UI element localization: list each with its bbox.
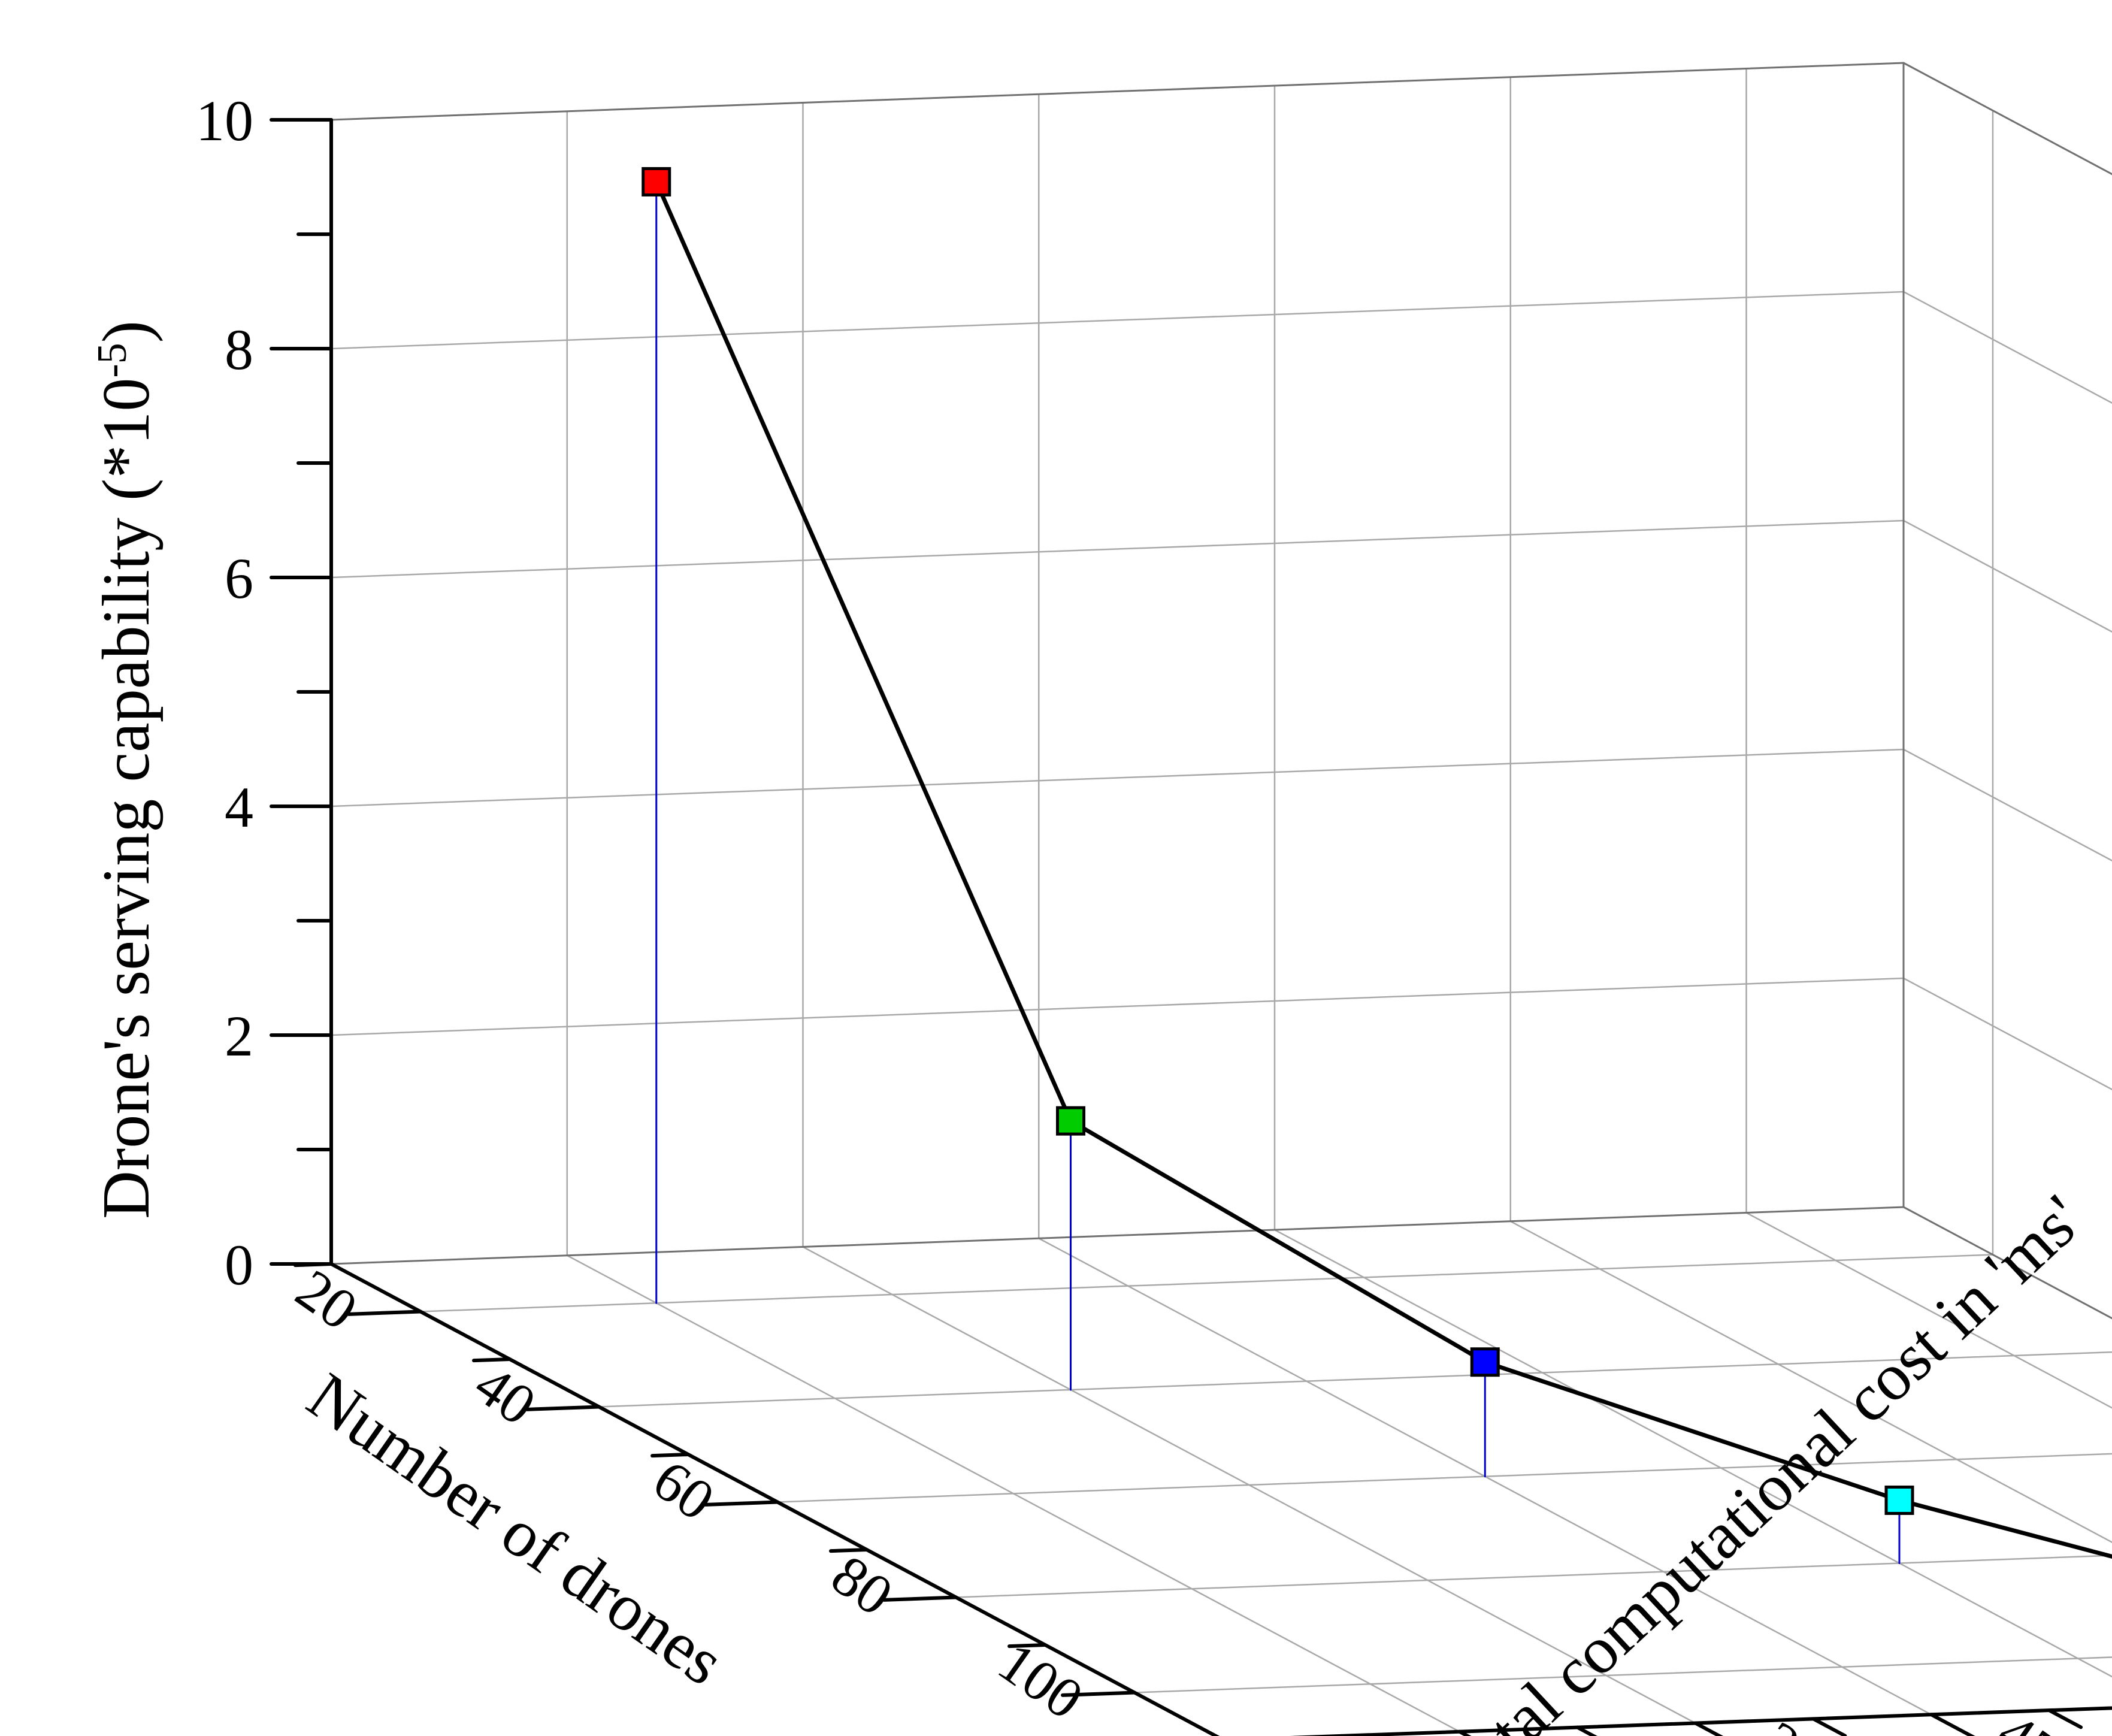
z-tick-label: 2 xyxy=(225,1004,253,1068)
data-point-marker xyxy=(1884,1485,1914,1515)
x-tick-label: 20 xyxy=(285,1257,369,1342)
x-tick-label: 100 xyxy=(987,1629,1094,1731)
z-tick-label: 6 xyxy=(225,546,253,610)
x-tick-minor xyxy=(829,1548,869,1553)
box-frame-edge xyxy=(1902,1206,2112,1320)
z-tick-label: 0 xyxy=(225,1233,253,1297)
y-axis-line xyxy=(1290,1706,2112,1736)
x-tick-minor xyxy=(1007,1643,1047,1649)
x-tick-minor xyxy=(472,1357,512,1363)
box-frame-edge xyxy=(330,62,1905,121)
grid-line-backwall-x-z xyxy=(330,977,1905,1036)
x-tick-label: 80 xyxy=(821,1543,904,1628)
grid-line-floor-x xyxy=(598,1351,2112,1408)
y-tick-minor xyxy=(1811,1717,1847,1736)
grid-line-backwall-y-z xyxy=(1902,62,2112,176)
grid-line-backwall-y-z xyxy=(1902,291,2112,404)
x-tick-major xyxy=(525,1405,601,1411)
z-axis-title-close: ) xyxy=(89,320,164,343)
grid-line-floor-x xyxy=(776,1453,2112,1503)
x-tick-major xyxy=(347,1309,422,1316)
grid-line-floor-x xyxy=(419,1254,1994,1312)
grid-line-backwall-y-z xyxy=(1902,977,2112,1091)
y-tick-label: 450 xyxy=(1986,1700,2093,1736)
data-point-marker xyxy=(1470,1347,1500,1377)
grid-line-floor-y xyxy=(1509,1220,2112,1543)
grid-line-floor-y xyxy=(1273,1229,2112,1678)
z-axis-title-exponent: -5 xyxy=(89,343,135,377)
x-tick-minor xyxy=(293,1262,333,1268)
y-tick-minor xyxy=(2047,1708,2083,1729)
grid-line-backwall-x-z xyxy=(330,291,1905,350)
grid-line-floor-y xyxy=(566,1254,1460,1732)
data-point-marker xyxy=(1056,1106,1085,1136)
z-axis-title: Drone's serving capability (*10-5) xyxy=(89,320,164,1219)
x-tick-major xyxy=(882,1595,958,1602)
grid-layer xyxy=(330,62,2112,1732)
z-tick-label: 8 xyxy=(225,317,253,382)
grid-line-floor-y xyxy=(802,1246,1696,1724)
x-tick-major xyxy=(704,1500,779,1507)
x-tick-label: 40 xyxy=(464,1352,547,1438)
data-point-marker xyxy=(642,167,671,196)
x-tick-major xyxy=(1061,1690,1136,1697)
z-axis-title-main: Drone's serving capability (*10 xyxy=(89,378,164,1219)
z-tick-label: 4 xyxy=(225,775,253,839)
box-frame-edge xyxy=(330,1206,1905,1265)
grid-line-backwall-y-z xyxy=(1902,748,2112,862)
z-tick-label: 10 xyxy=(196,89,253,153)
x-tick-minor xyxy=(650,1453,690,1458)
grid-line-backwall-x-z xyxy=(330,748,1905,807)
grid-line-floor-x xyxy=(955,1554,2112,1598)
y-tick-major xyxy=(1929,1713,1975,1736)
grid-line-backwall-y-z xyxy=(1902,519,2112,633)
x-tick-label: 60 xyxy=(642,1447,726,1533)
y-tick-major xyxy=(1693,1721,1724,1736)
grid-line-floor-y xyxy=(1745,1212,2112,1409)
data-layer xyxy=(642,167,2112,1564)
y-tick-minor xyxy=(1575,1725,1597,1736)
grid-line-backwall-x-z xyxy=(330,519,1905,579)
axes-layer xyxy=(270,118,2112,1736)
box-frame-edge xyxy=(1902,62,2112,176)
grid-line-floor-x xyxy=(1133,1656,2112,1693)
